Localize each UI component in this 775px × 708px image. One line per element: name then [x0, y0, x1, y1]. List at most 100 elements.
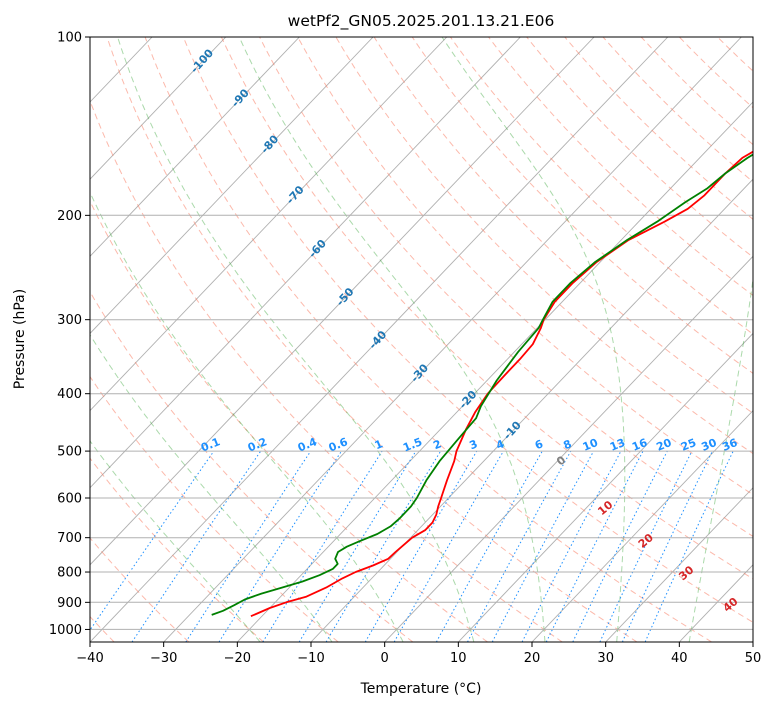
dry-adiabat-line	[90, 99, 563, 642]
dry-adiabat-line	[640, 37, 753, 146]
mixing-ratio-label: 20	[654, 436, 673, 454]
mixing-ratio-line	[467, 450, 572, 642]
isotherm-line	[752, 641, 753, 642]
mixing-ratio-line	[545, 450, 644, 642]
dry-adiabat-line	[756, 37, 775, 642]
moist-adiabat-line	[117, 37, 475, 642]
mixing-ratio-label: 2	[431, 437, 443, 452]
isotherm-line	[384, 255, 753, 642]
dry-adiabat-line	[106, 37, 638, 642]
x-tick-label: −40	[76, 651, 103, 666]
mixing-ratio-line	[621, 450, 713, 642]
isotherm-line	[90, 37, 374, 335]
dry-adiabat-line	[411, 37, 753, 374]
wetbulb-label: 40	[721, 595, 741, 615]
y-axis-label: Pressure (hPa)	[12, 289, 28, 389]
dry-adiabat-line	[90, 537, 190, 642]
dry-adiabat-line	[335, 37, 753, 455]
chart-title: wetPf2_GN05.2025.201.13.21.E06	[288, 12, 555, 31]
dry-adiabat-line	[182, 37, 753, 623]
x-tick-label: 50	[745, 651, 762, 666]
isotherm-line	[90, 37, 227, 180]
background-lines	[0, 37, 775, 642]
y-tick-label: 600	[57, 492, 82, 507]
mixing-ratio-line	[572, 450, 668, 642]
mixing-ratio-line	[599, 450, 693, 642]
x-tick-label: 0	[381, 651, 389, 666]
x-tick-label: −30	[150, 651, 177, 666]
mixing-ratio-line	[218, 450, 342, 642]
isotherm-line	[531, 409, 753, 642]
x-tick-label: −10	[297, 651, 324, 666]
mixing-ratio-line	[90, 450, 215, 631]
dry-adiabat-line	[90, 457, 264, 642]
mixing-ratio-label: 8	[562, 437, 574, 452]
dry-adiabat-line	[90, 200, 488, 642]
isotherm-line	[0, 37, 5, 642]
dry-adiabat-line	[373, 37, 753, 414]
dry-adiabat-line	[717, 37, 753, 72]
mixing-ratio-line	[644, 450, 734, 642]
mixing-ratio-label: 6	[533, 437, 545, 452]
mixing-ratio-label: 36	[720, 436, 739, 454]
isotherm-line	[90, 37, 521, 489]
moist-adiabat-line	[90, 333, 333, 642]
dry-adiabat-line	[90, 375, 339, 642]
dry-adiabat-line	[602, 37, 753, 183]
mixing-ratio-line	[393, 450, 504, 642]
x-tick-label: 20	[524, 651, 541, 666]
x-axis-label: Temperature (°C)	[360, 681, 482, 697]
moist-adiabat-line	[688, 37, 753, 642]
wetbulb-label: 30	[676, 563, 696, 583]
mixing-ratio-label: 0.6	[327, 435, 350, 454]
x-tick-label: 40	[671, 651, 688, 666]
mixing-ratio-line	[364, 450, 478, 642]
pressure-grid	[90, 37, 753, 630]
moist-adiabat-line	[238, 37, 546, 642]
plot-frame	[89, 36, 754, 643]
dry-adiabat-line	[488, 37, 753, 297]
y-tick-label: 400	[57, 387, 82, 402]
dry-adiabat-line	[526, 37, 753, 258]
dry-adiabat-line	[449, 37, 753, 335]
dry-adiabat-line	[144, 37, 712, 642]
moist-adiabat-line	[441, 37, 626, 642]
wetbulb-label: 0	[554, 453, 568, 468]
wetbulb-label: 20	[636, 531, 656, 551]
mixing-ratio-label: 0.4	[296, 435, 319, 454]
wetbulb-label: 10	[595, 498, 615, 518]
isotherm-line	[163, 37, 742, 642]
y-tick-label: 800	[57, 566, 82, 581]
y-tick-label: 500	[57, 445, 82, 460]
isotherm-line	[236, 101, 753, 642]
mixing-ratio-label: 1	[373, 437, 385, 452]
y-tick-label: 100	[57, 31, 82, 46]
isotherm-line	[90, 37, 300, 257]
isotherm-line	[90, 37, 669, 642]
dry-adiabat-line	[90, 290, 414, 642]
y-tick-label: 300	[57, 313, 82, 328]
mixing-ratio-line	[435, 450, 543, 642]
y-tick-label: 1000	[49, 623, 82, 638]
mixing-ratio-label: 13	[608, 436, 627, 454]
mixing-ratio-label: 30	[700, 436, 719, 454]
mixing-ratio-line	[298, 450, 417, 642]
mixing-ratio-label: 0.1	[199, 435, 222, 454]
mixing-ratio-line	[325, 450, 442, 642]
mixing-ratio-line	[131, 450, 262, 642]
isotherm-line	[605, 487, 753, 642]
x-tick-label: 10	[450, 651, 467, 666]
x-tick-label: 30	[597, 651, 614, 666]
moist-adiabat-line	[90, 440, 261, 642]
moist-adiabat-line	[90, 191, 404, 642]
mixing-ratio-label: 25	[679, 436, 698, 454]
dry-adiabat-line	[297, 37, 753, 496]
y-tick-label: 900	[57, 596, 82, 611]
axis-ticks: −40 −30 −20 −10 0 10 20 30 40 5010009008007006005…	[49, 31, 761, 667]
mixing-ratio-label: 10	[581, 436, 600, 454]
mixing-ratio-line	[262, 450, 383, 642]
isotherm-line	[457, 332, 753, 642]
isotherm-line	[678, 564, 753, 642]
profile-lines	[211, 150, 753, 618]
